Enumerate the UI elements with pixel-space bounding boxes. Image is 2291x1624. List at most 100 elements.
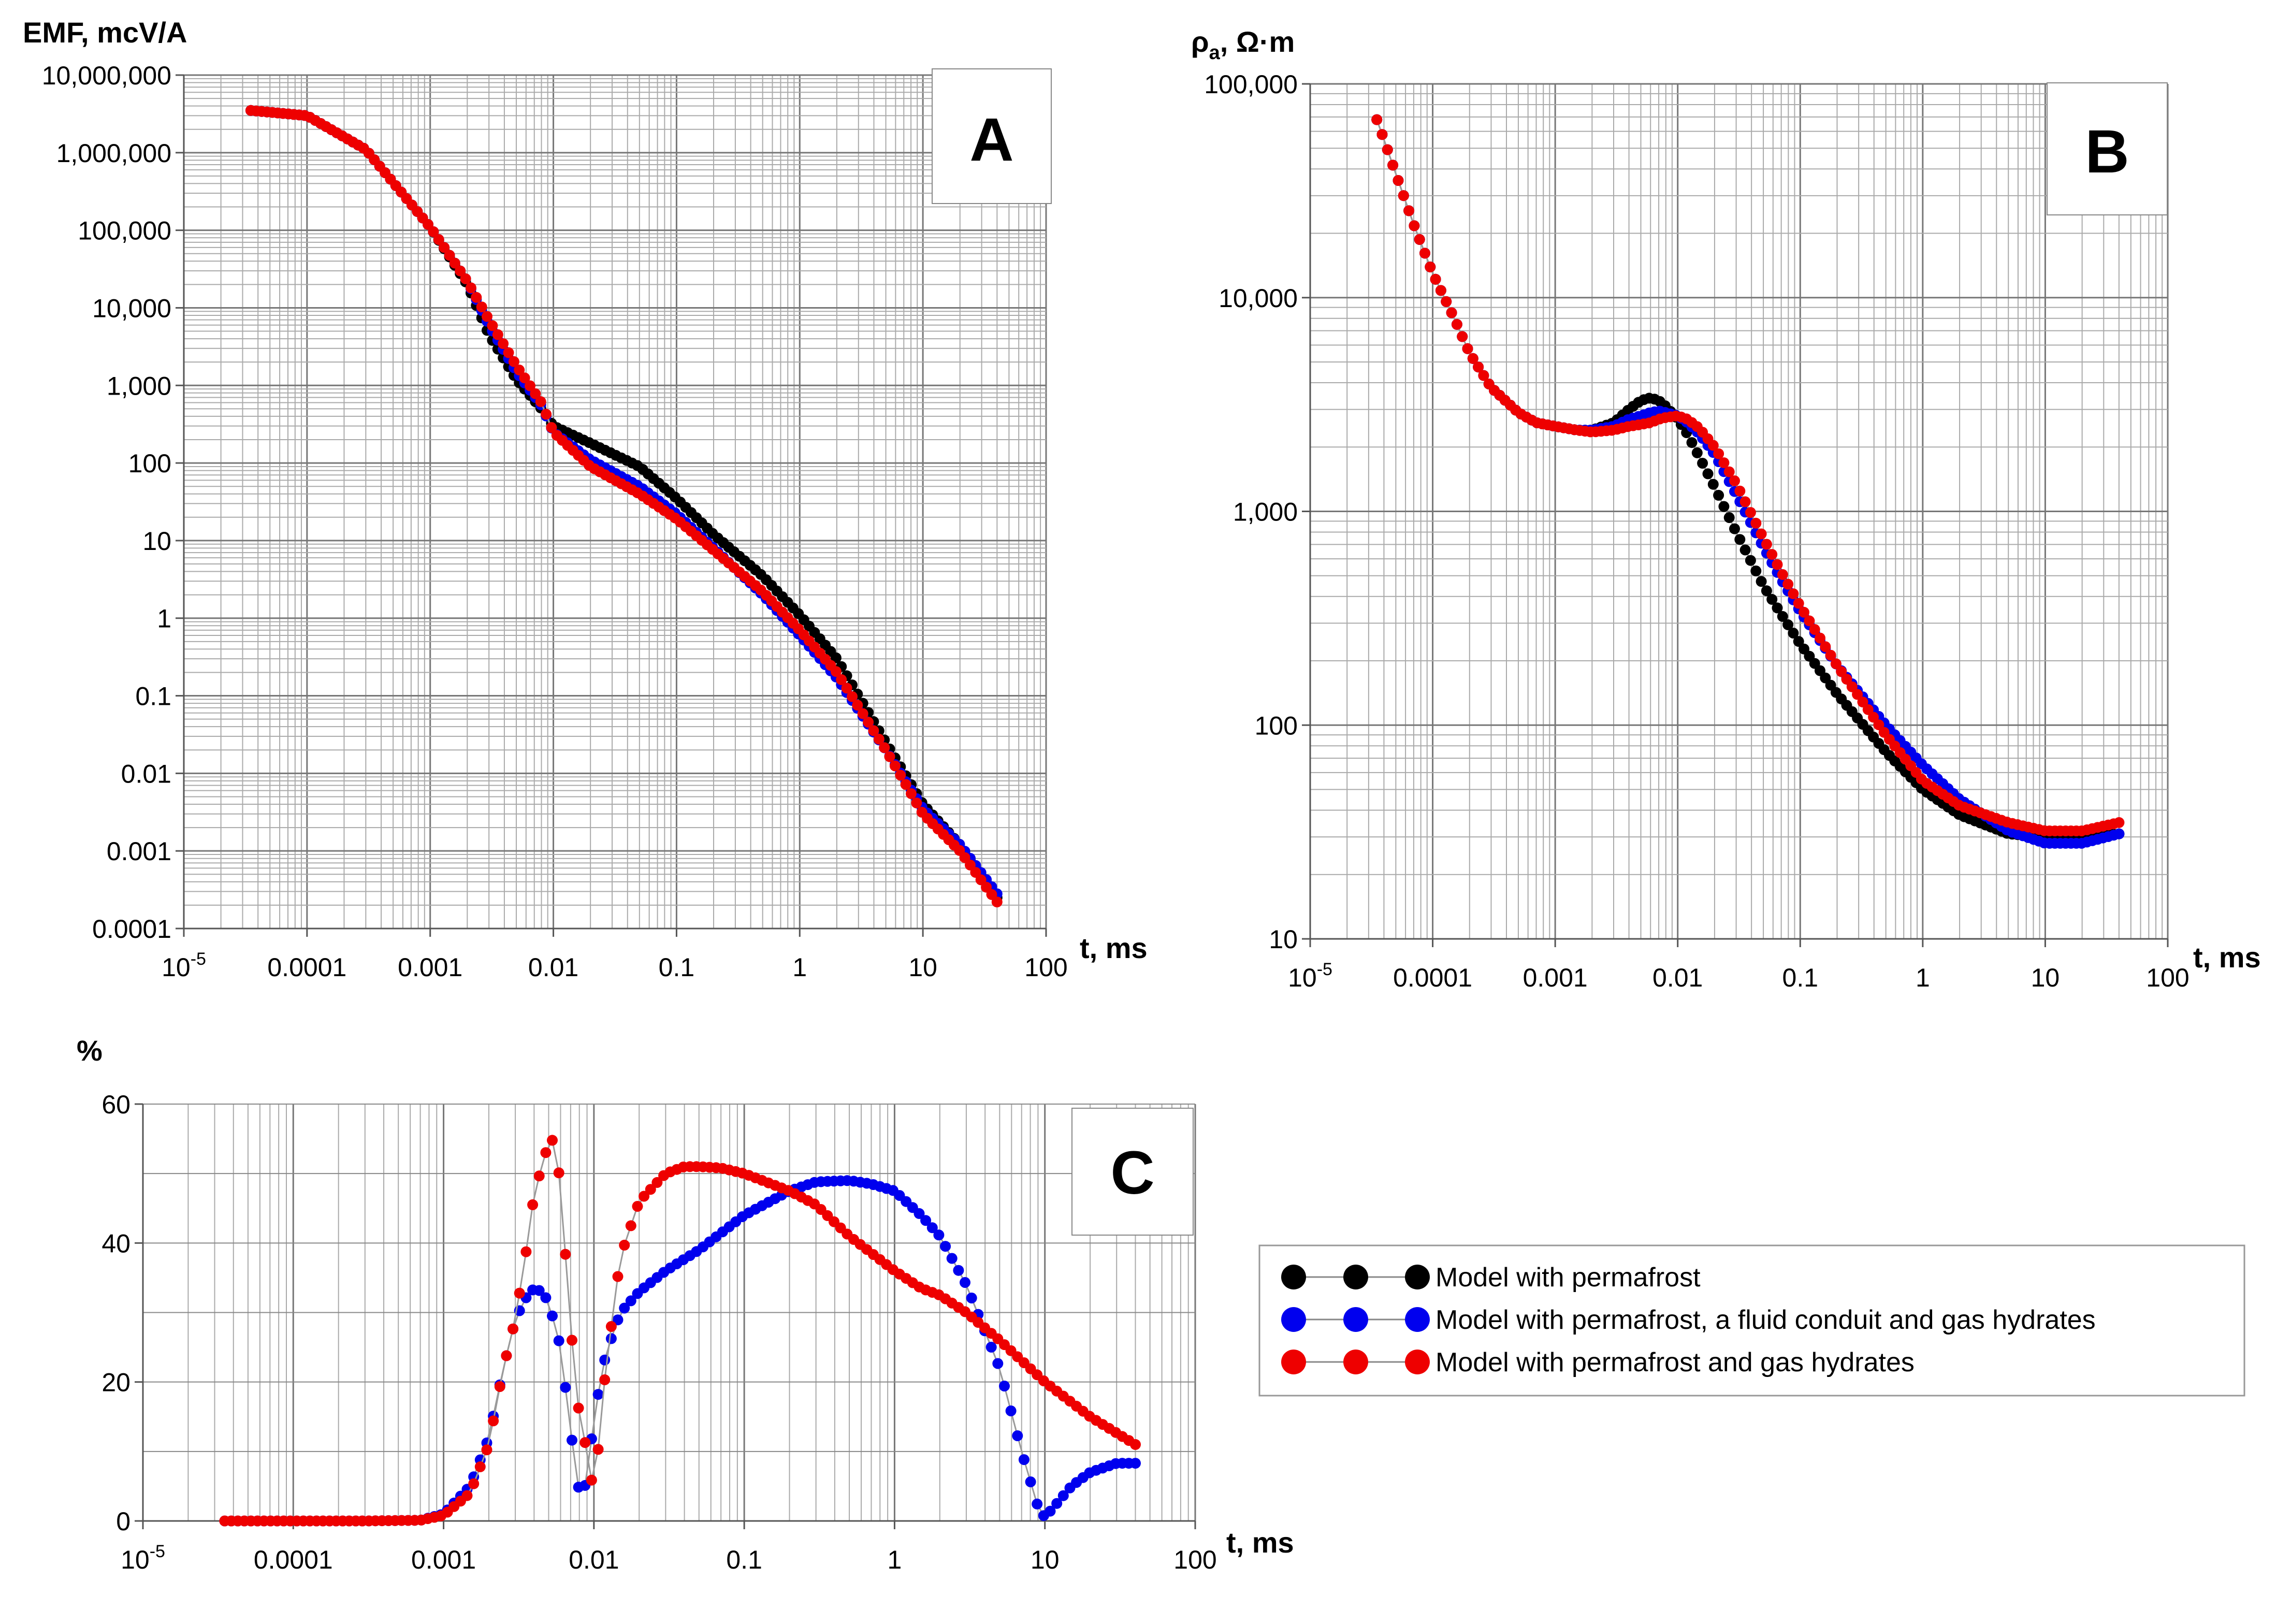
x-tick-exp: -5: [150, 1542, 165, 1561]
series-2: [245, 105, 1003, 900]
data-point: [1462, 343, 1473, 354]
data-point: [868, 725, 879, 736]
legend-marker: [1281, 1307, 1306, 1332]
panel-c-letter-box: C: [1071, 1108, 1194, 1236]
data-point: [632, 1201, 643, 1212]
data-point: [527, 1199, 539, 1210]
data-point: [1045, 1505, 1056, 1517]
data-point: [1820, 641, 1831, 653]
data-point: [625, 1295, 636, 1307]
x-tick-label: 0.01: [528, 953, 578, 982]
data-point: [573, 1402, 584, 1414]
data-point: [879, 742, 890, 753]
x-tick-base: 10: [121, 1545, 150, 1574]
x-tick-label: 10: [908, 953, 937, 982]
x-tick-label: 0.001: [411, 1545, 476, 1574]
series-2: [1371, 114, 2125, 849]
data-point: [1862, 704, 1874, 715]
data-point: [946, 1253, 958, 1264]
data-point: [1005, 1405, 1017, 1416]
data-point: [508, 1323, 519, 1335]
data-point: [449, 257, 460, 269]
data-point: [639, 1191, 650, 1202]
data-point: [514, 1287, 525, 1299]
data-point: [525, 380, 535, 392]
x-tick-exp: -5: [1317, 960, 1332, 979]
x-tick-label: 1: [888, 1545, 902, 1574]
data-point: [1777, 569, 1788, 580]
data-point: [1852, 689, 1863, 700]
y-tick-label: 100,000: [78, 216, 171, 245]
data-point: [579, 1437, 591, 1448]
panel-c-ylabel: %: [77, 1034, 103, 1067]
data-point: [1723, 512, 1735, 523]
data-point: [520, 1246, 532, 1257]
data-point: [940, 1241, 951, 1252]
data-point: [1451, 318, 1462, 330]
data-point: [1707, 440, 1719, 451]
panel-b-ticks: 10-5 0.0001 0.001 0.01 0.1 1 10 100101001,00010…: [1204, 70, 2189, 992]
data-point: [1729, 475, 1740, 486]
data-point: [873, 733, 885, 745]
data-point: [1387, 160, 1399, 171]
data-point: [1841, 674, 1852, 685]
data-point: [1718, 501, 1730, 512]
series-2: [219, 1135, 1141, 1527]
data-point: [553, 1167, 564, 1179]
legend-marker: [1405, 1307, 1430, 1332]
data-point: [1012, 1430, 1023, 1441]
x-tick-label: 0.01: [1652, 963, 1703, 992]
x-tick-exp: -5: [191, 949, 206, 969]
series-line: [224, 1138, 1136, 1522]
x-tick-label: 10-5: [121, 1542, 165, 1574]
data-point: [830, 666, 842, 677]
data-point: [619, 1302, 630, 1314]
x-tick-label: 0.1: [659, 953, 695, 982]
panel-b-ylabel-rest: , Ω·m: [1220, 25, 1295, 58]
data-point: [991, 896, 1003, 908]
data-point: [1130, 1439, 1141, 1450]
data-point: [1777, 611, 1788, 622]
y-tick-label: 100: [1255, 711, 1298, 740]
data-point: [889, 760, 901, 772]
data-point: [847, 691, 858, 702]
panel-c-grid: [136, 1104, 1196, 1528]
data-point: [541, 409, 552, 420]
data-point: [1793, 598, 1804, 609]
data-point: [1739, 496, 1751, 508]
data-point: [1830, 658, 1842, 670]
data-point: [488, 1415, 499, 1427]
x-tick-label: 0.0001: [254, 1545, 333, 1574]
data-point: [645, 1184, 656, 1195]
panel-a-xlabel: t, ms: [1080, 932, 1148, 964]
data-point: [1398, 190, 1409, 201]
data-point: [966, 1293, 977, 1303]
legend-label: Model with permafrost and gas hydrates: [1436, 1347, 1915, 1378]
data-point: [514, 365, 525, 375]
data-point: [455, 265, 466, 277]
data-point: [830, 652, 842, 663]
x-tick-base: 10: [162, 953, 191, 982]
data-point: [884, 751, 895, 762]
data-point: [494, 1381, 505, 1392]
x-tick-label: 0.001: [398, 953, 462, 982]
x-tick-label: 100: [2146, 963, 2189, 992]
data-point: [503, 347, 514, 358]
panel-b-ylabel-rho: ρ: [1191, 25, 1209, 58]
data-point: [547, 1135, 558, 1146]
data-point: [586, 1474, 597, 1486]
data-point: [2113, 828, 2125, 839]
y-tick-label: 0.01: [121, 759, 171, 788]
series-line: [251, 109, 998, 894]
data-point: [914, 1208, 925, 1219]
data-point: [1772, 559, 1783, 570]
data-point: [599, 1354, 611, 1366]
data-point: [1756, 576, 1767, 587]
data-point: [1691, 447, 1703, 458]
data-point: [1857, 697, 1868, 708]
y-tick-label: 20: [102, 1368, 130, 1397]
data-point: [540, 1147, 552, 1158]
panel-a-plot: 10-5 0.0001 0.001 0.01 0.1 1 10 1000.00010.0010…: [42, 61, 1068, 982]
